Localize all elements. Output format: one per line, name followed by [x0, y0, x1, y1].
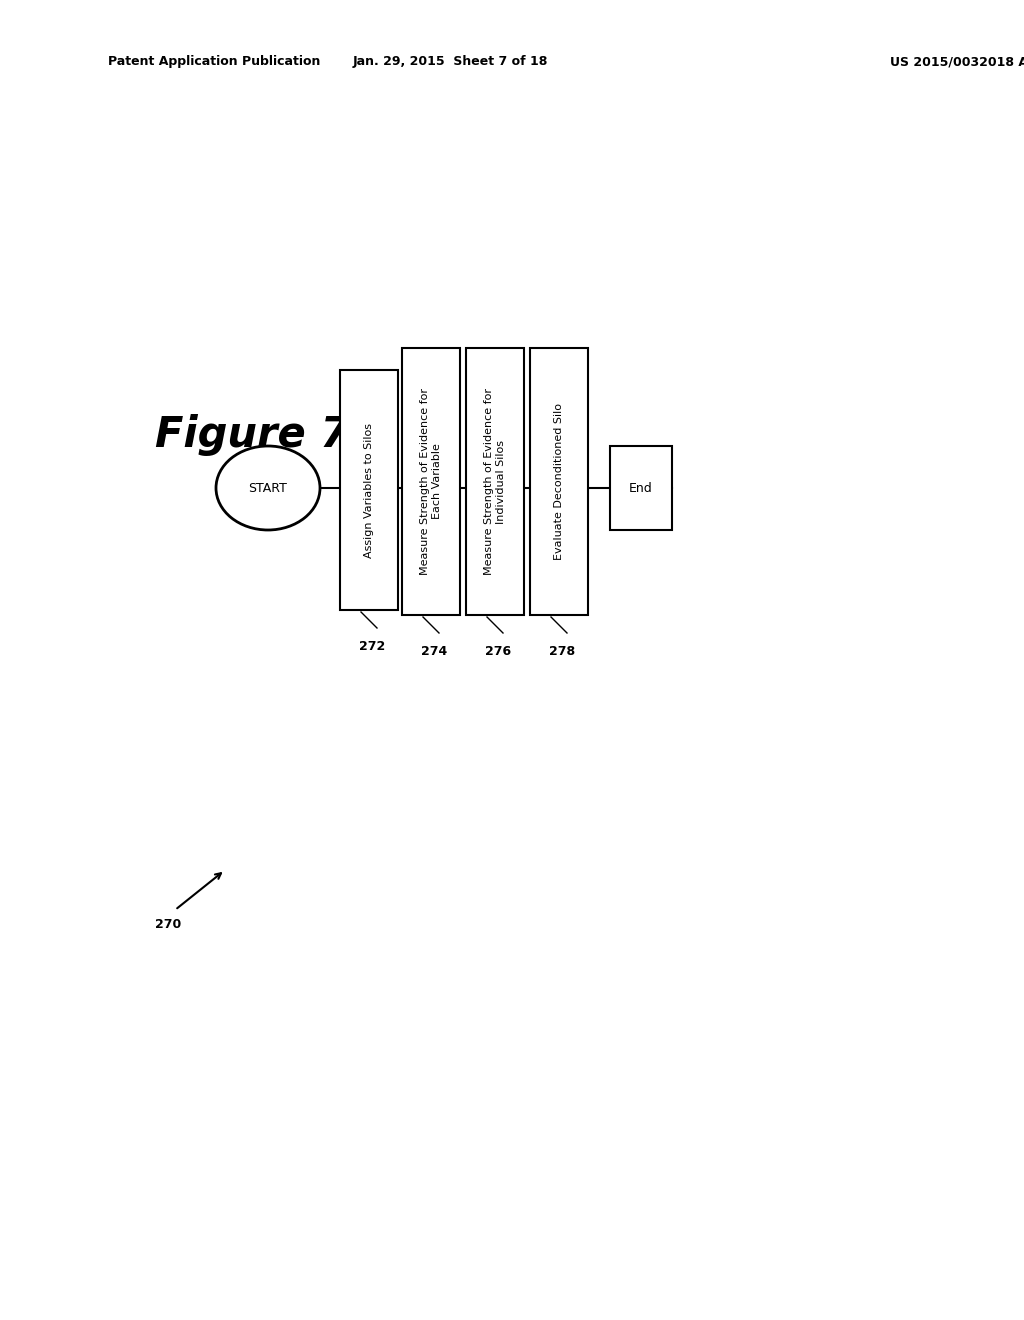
Text: Figure 7: Figure 7: [155, 414, 349, 455]
Text: 272: 272: [359, 640, 385, 653]
Text: 274: 274: [421, 645, 447, 657]
Text: 270: 270: [155, 917, 181, 931]
Text: Assign Variables to Silos: Assign Variables to Silos: [364, 422, 374, 557]
Text: Patent Application Publication: Patent Application Publication: [108, 55, 321, 69]
Text: 276: 276: [485, 645, 511, 657]
Bar: [340, 370, 398, 610]
Text: End: End: [629, 482, 653, 495]
Text: Measure Strength of Evidence for
Individual Silos: Measure Strength of Evidence for Individ…: [484, 388, 506, 576]
Bar: [530, 348, 588, 615]
Text: Measure Strength of Evidence for
Each Variable: Measure Strength of Evidence for Each Va…: [420, 388, 441, 576]
Text: Jan. 29, 2015  Sheet 7 of 18: Jan. 29, 2015 Sheet 7 of 18: [352, 55, 548, 69]
Text: US 2015/0032018 A1: US 2015/0032018 A1: [890, 55, 1024, 69]
Text: Evaluate Deconditioned Silo: Evaluate Deconditioned Silo: [554, 403, 564, 560]
Text: START: START: [249, 482, 288, 495]
Text: 278: 278: [549, 645, 575, 657]
Bar: [610, 446, 672, 531]
Ellipse shape: [216, 446, 319, 531]
Bar: [466, 348, 524, 615]
Bar: [402, 348, 460, 615]
